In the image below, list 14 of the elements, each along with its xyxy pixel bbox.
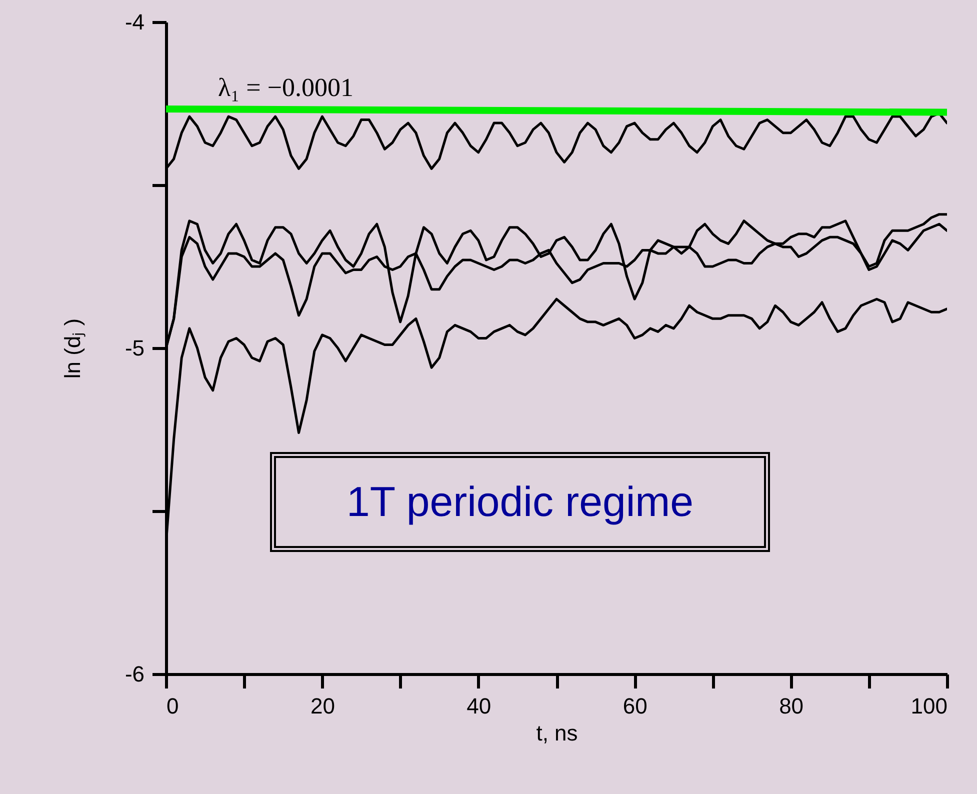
series-label: λ₁ = −0.0001 <box>218 73 354 102</box>
x-tick-label: 0 <box>166 694 179 718</box>
y-tick-label: -5 <box>124 336 144 360</box>
x-tick-label: 60 <box>622 694 648 718</box>
x-axis-title: t, ns <box>536 720 578 746</box>
y-axis-title: ln (dⱼ ) <box>60 318 86 379</box>
framed-box: 1T periodic regime <box>270 452 770 552</box>
y-tick-label: -4 <box>124 10 144 34</box>
x-tick-label: 100 <box>910 694 948 718</box>
x-tick-label: 80 <box>779 694 804 718</box>
annotation: 1T periodic regime <box>346 478 694 526</box>
x-tick-label: 40 <box>466 694 492 718</box>
x-tick-label: 20 <box>310 694 335 718</box>
y-tick-label: -6 <box>124 662 144 686</box>
